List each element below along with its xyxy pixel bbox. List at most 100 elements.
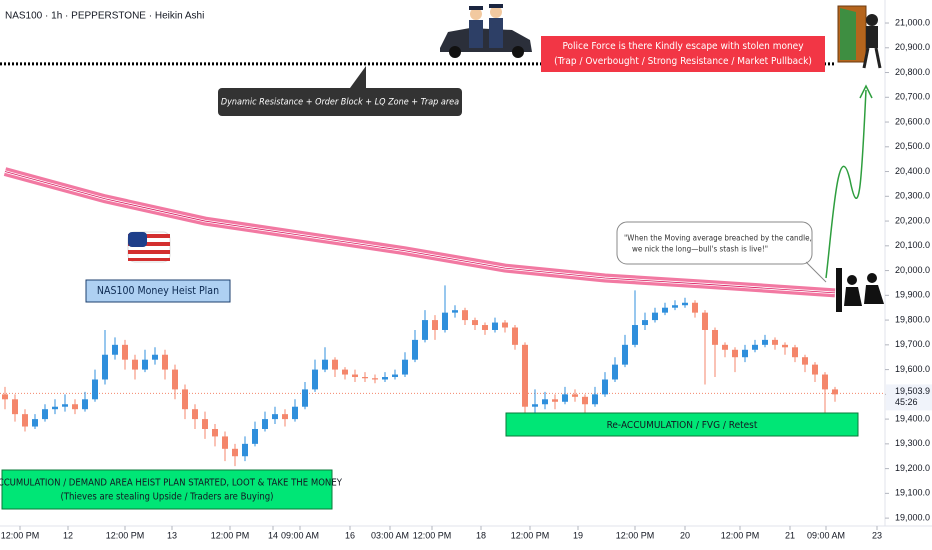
candle-body xyxy=(2,394,8,400)
x-tick-label: 12:00 PM xyxy=(721,530,760,540)
candle-body xyxy=(702,312,708,330)
marks xyxy=(0,62,885,467)
reaccumulation-box xyxy=(505,412,859,437)
candle-body xyxy=(132,359,138,370)
candle-body xyxy=(432,320,438,330)
candle-body xyxy=(162,354,168,370)
y-tick-label: 19,600.0 xyxy=(895,364,930,374)
police-note-box xyxy=(541,36,825,72)
candle-body xyxy=(632,325,638,345)
x-tick-label: 12:00 PM xyxy=(211,530,250,540)
candle-body xyxy=(272,414,278,420)
candle-body xyxy=(52,406,58,410)
candle-body xyxy=(352,374,358,378)
police-note-line: Police Force is there Kindly escape with… xyxy=(562,41,804,52)
candle-body xyxy=(532,404,538,407)
candle-body xyxy=(402,359,408,375)
police-icon xyxy=(440,4,532,58)
candle-body xyxy=(732,349,738,358)
candle-body xyxy=(392,374,398,378)
candle-body xyxy=(542,399,548,405)
y-tick-label: 20,600.0 xyxy=(895,116,930,126)
candle-body xyxy=(362,377,368,379)
y-tick-label: 20,200.0 xyxy=(895,215,930,225)
escape-door-icon xyxy=(837,5,882,69)
candle-body xyxy=(442,312,448,330)
candle-body xyxy=(502,322,508,328)
accumulation-box xyxy=(1,469,333,510)
candle-body xyxy=(302,389,308,407)
candle-body xyxy=(602,379,608,395)
y-tick-label: 19,900.0 xyxy=(895,290,930,300)
candle-body xyxy=(752,344,758,350)
y-tick-label: 19,400.0 xyxy=(895,413,930,423)
quote-line: "When the Moving average breached by the… xyxy=(624,234,812,243)
candle-body xyxy=(622,344,628,365)
candle-body xyxy=(92,379,98,400)
candle-body xyxy=(72,404,78,410)
accumulation-line: (Thieves are stealing Upside / Traders a… xyxy=(60,492,273,503)
x-tick-label: 23 xyxy=(872,530,882,540)
candle-body xyxy=(192,409,198,420)
candle-body xyxy=(202,419,208,430)
y-tick-label: 20,500.0 xyxy=(895,141,930,151)
x-tick-label: 12:00 PM xyxy=(511,530,550,540)
candle-body xyxy=(82,399,88,410)
y-tick-label: 20,000.0 xyxy=(895,265,930,275)
arrow-head xyxy=(859,84,873,99)
candle-body xyxy=(182,389,188,410)
y-tick-label: 21,000.0 xyxy=(895,17,930,27)
quote-line: we nick the long—bull's stash is live!" xyxy=(632,245,768,254)
candle-body xyxy=(522,344,528,407)
candle-body xyxy=(652,312,658,321)
candle-body xyxy=(172,369,178,390)
last-price-label: 19,503.9 xyxy=(895,386,930,396)
y-tick-label: 20,400.0 xyxy=(895,166,930,176)
candle-body xyxy=(42,409,48,420)
candle-body xyxy=(512,327,518,345)
candle-body xyxy=(772,339,778,345)
candle-body xyxy=(662,307,668,313)
candle-body xyxy=(12,399,18,415)
y-tick-label: 19,800.0 xyxy=(895,314,930,324)
candle-body xyxy=(612,364,618,380)
y-tick-label: 20,300.0 xyxy=(895,191,930,201)
plan-label: NAS100 Money Heist Plan xyxy=(97,285,219,297)
candle-body xyxy=(372,378,378,380)
x-tick-label: 21 xyxy=(785,530,795,540)
candle-body xyxy=(822,374,828,390)
x-tick-label: 18 xyxy=(476,530,486,540)
candle-body xyxy=(22,414,28,427)
candle-body xyxy=(802,357,808,365)
candle-body xyxy=(472,320,478,326)
x-tick-label: 09:00 AM xyxy=(281,530,319,540)
thieves-icon xyxy=(836,268,884,312)
y-tick-label: 20,900.0 xyxy=(895,42,930,52)
quote-pointer xyxy=(805,261,827,283)
candle-body xyxy=(682,302,688,306)
candle-body xyxy=(142,359,148,370)
resistance-note-box xyxy=(218,88,462,116)
candle-body xyxy=(722,344,728,350)
candle-body xyxy=(292,406,298,420)
plan-label-box xyxy=(85,279,231,303)
x-tick-label: 12 xyxy=(63,530,73,540)
y-tick-label: 20,700.0 xyxy=(895,92,930,102)
candle-body xyxy=(382,377,388,380)
candle-body xyxy=(252,429,258,444)
x-tick-label: 16 xyxy=(345,530,355,540)
chart-title: NAS100 · 1h · PEPPERSTONE · Heikin Ashi xyxy=(5,11,204,22)
x-tick-label: 19 xyxy=(573,530,583,540)
police-note-line: (Trap / Overbought / Strong Resistance /… xyxy=(554,56,812,67)
candle-body xyxy=(152,354,158,360)
candle-body xyxy=(212,429,218,437)
candle-body xyxy=(102,354,108,380)
x-tick-label: 12:00 PM xyxy=(616,530,655,540)
candle-body xyxy=(782,344,788,348)
candle-body xyxy=(482,325,488,330)
candle-body xyxy=(122,344,128,360)
y-tick-label: 19,200.0 xyxy=(895,463,930,473)
candle-body xyxy=(712,329,718,345)
candle-body xyxy=(222,436,228,449)
